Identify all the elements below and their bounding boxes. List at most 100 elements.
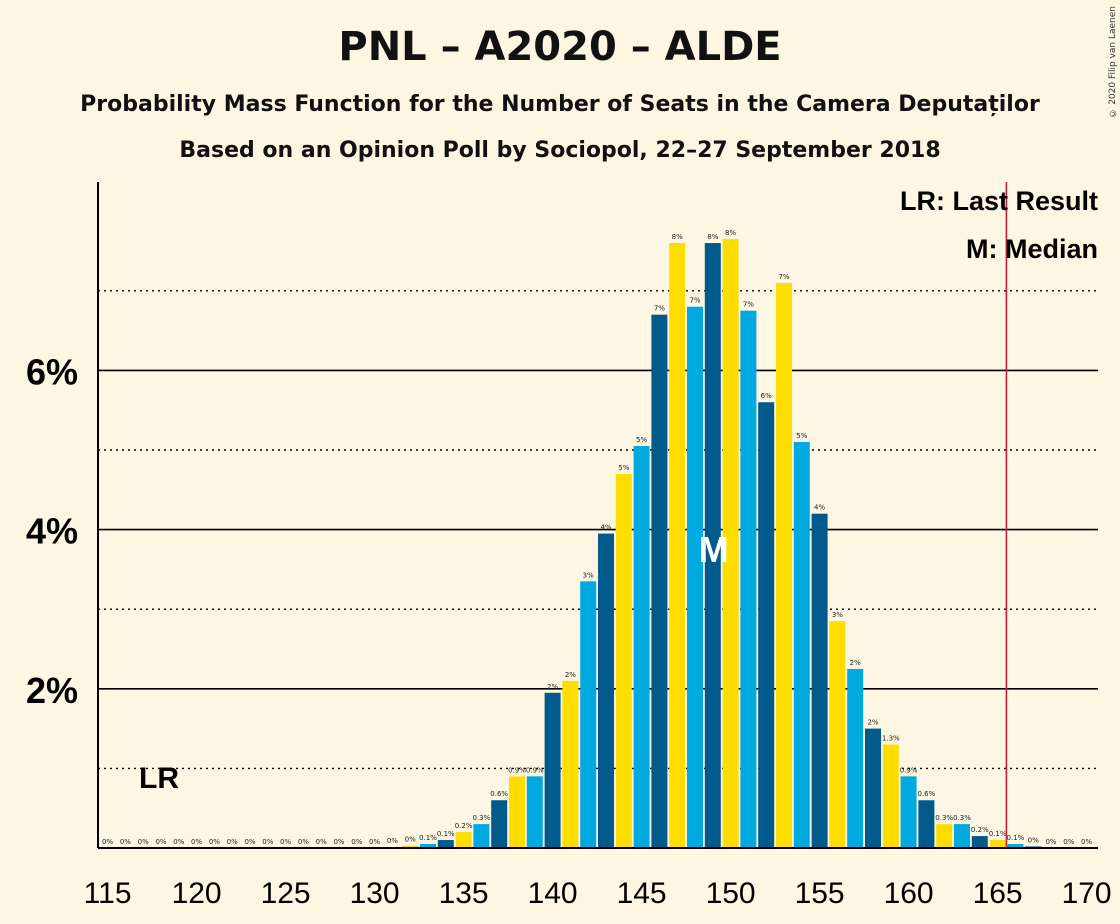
data-label-seat-119: 0% bbox=[173, 838, 184, 846]
data-label-seat-129: 0% bbox=[351, 838, 362, 846]
data-label-seat-143: 4% bbox=[600, 524, 611, 532]
bar-seat-139 bbox=[526, 776, 543, 848]
data-label-seat-132: 0% bbox=[405, 836, 416, 844]
data-label-seat-124: 0% bbox=[262, 838, 273, 846]
data-label-seat-156: 3% bbox=[832, 611, 843, 619]
data-label-seat-121: 0% bbox=[209, 838, 220, 846]
x-tick-label: 130 bbox=[350, 877, 400, 910]
bar-seat-132 bbox=[402, 845, 419, 848]
data-label-seat-139: 0.9% bbox=[526, 766, 544, 774]
data-label-seat-117: 0% bbox=[138, 838, 149, 846]
x-tick-label: 125 bbox=[261, 877, 311, 910]
data-label-seat-138: 0.9% bbox=[508, 766, 526, 774]
median-marker: M bbox=[699, 529, 729, 570]
data-label-seat-161: 0.6% bbox=[918, 790, 936, 798]
bar-seat-155 bbox=[811, 513, 828, 848]
bar-seat-154 bbox=[793, 442, 810, 848]
bar-seat-163 bbox=[954, 824, 970, 848]
data-label-seat-137: 0.6% bbox=[490, 790, 508, 798]
bar-seat-136 bbox=[473, 824, 490, 848]
y-tick-label: 4% bbox=[26, 511, 78, 552]
bar-seat-161 bbox=[918, 800, 935, 848]
x-tick-label: 165 bbox=[973, 877, 1023, 910]
bar-seat-156 bbox=[829, 621, 846, 848]
bar-seat-164 bbox=[971, 836, 988, 848]
data-label-seat-116: 0% bbox=[120, 838, 131, 846]
data-label-seat-130: 0% bbox=[369, 838, 380, 846]
data-label-seat-163: 0.3% bbox=[953, 814, 971, 822]
bar-seat-165 bbox=[989, 840, 1006, 848]
x-tick-label: 160 bbox=[884, 877, 934, 910]
x-tick-label: 120 bbox=[172, 877, 222, 910]
bar-seat-138 bbox=[509, 776, 525, 848]
data-label-seat-145: 5% bbox=[636, 436, 647, 444]
data-label-seat-164: 0.2% bbox=[971, 826, 989, 834]
data-label-seat-127: 0% bbox=[316, 838, 327, 846]
legend-last-result: LR: Last Result bbox=[900, 186, 1098, 216]
data-label-seat-142: 3% bbox=[583, 571, 594, 579]
bar-seat-145 bbox=[633, 446, 650, 848]
copyright-note: © 2020 Filip van Laenen bbox=[1108, 6, 1118, 118]
bar-seat-146 bbox=[651, 314, 668, 848]
bar-seat-140 bbox=[544, 692, 561, 848]
data-label-seat-131: 0% bbox=[387, 837, 398, 845]
data-label-seat-135: 0.2% bbox=[455, 822, 473, 830]
chart-subtitle: Probability Mass Function for the Number… bbox=[80, 92, 1040, 117]
data-label-seat-125: 0% bbox=[280, 838, 291, 846]
data-label-seat-146: 7% bbox=[654, 305, 665, 313]
legend-median: M: Median bbox=[966, 234, 1098, 264]
bar-seat-142 bbox=[580, 581, 597, 848]
y-tick-label: 6% bbox=[26, 351, 78, 392]
data-label-seat-169: 0% bbox=[1063, 838, 1074, 846]
data-label-seat-134: 0.1% bbox=[437, 830, 455, 838]
x-tick-label: 115 bbox=[84, 877, 132, 910]
data-label-seat-157: 2% bbox=[850, 659, 861, 667]
bar-seat-150 bbox=[722, 239, 739, 848]
data-label-seat-151: 7% bbox=[743, 301, 754, 309]
data-label-seat-120: 0% bbox=[191, 838, 202, 846]
x-tick-label: 145 bbox=[617, 877, 667, 910]
data-label-seat-162: 0.3% bbox=[935, 814, 953, 822]
data-label-seat-149: 8% bbox=[707, 233, 718, 241]
x-tick-label: 170 bbox=[1062, 877, 1112, 910]
data-label-seat-155: 4% bbox=[814, 504, 825, 512]
bar-seat-152 bbox=[758, 402, 775, 848]
bar-seat-147 bbox=[669, 243, 686, 849]
bar-seat-135 bbox=[455, 832, 472, 848]
chart-subtitle-2: Based on an Opinion Poll by Sociopol, 22… bbox=[179, 138, 941, 163]
data-label-seat-170: 0% bbox=[1081, 838, 1092, 846]
data-label-seat-133: 0.1% bbox=[419, 834, 437, 842]
bar-seat-149 bbox=[704, 243, 721, 849]
data-label-seat-115: 0% bbox=[102, 838, 113, 846]
x-tick-label: 155 bbox=[795, 877, 845, 910]
data-label-seat-122: 0% bbox=[227, 838, 238, 846]
last-result-label: LR bbox=[139, 762, 179, 795]
bar-seat-158 bbox=[865, 728, 881, 848]
bar-seat-143 bbox=[598, 533, 614, 848]
bar-seat-159 bbox=[882, 744, 899, 848]
data-label-seat-150: 8% bbox=[725, 229, 736, 237]
data-label-seat-159: 1.3% bbox=[882, 735, 900, 743]
bar-seat-162 bbox=[936, 824, 953, 848]
data-label-seat-136: 0.3% bbox=[473, 814, 491, 822]
data-label-seat-140: 2% bbox=[547, 683, 558, 691]
data-label-seat-123: 0% bbox=[244, 838, 255, 846]
data-label-seat-168: 0% bbox=[1045, 838, 1056, 846]
bar-seat-166 bbox=[1007, 844, 1024, 848]
data-label-seat-153: 7% bbox=[778, 273, 789, 281]
bar-seat-157 bbox=[847, 668, 864, 848]
y-tick-label: 2% bbox=[26, 670, 78, 711]
bar-seat-137 bbox=[491, 800, 508, 848]
bar-seat-160 bbox=[900, 776, 917, 848]
data-label-seat-154: 5% bbox=[796, 432, 807, 440]
bar-seat-144 bbox=[615, 473, 632, 848]
data-label-seat-148: 7% bbox=[689, 297, 700, 305]
data-label-seat-147: 8% bbox=[672, 233, 683, 241]
bar-seat-151 bbox=[740, 310, 757, 848]
data-label-seat-144: 5% bbox=[618, 464, 629, 472]
data-label-seat-128: 0% bbox=[333, 838, 344, 846]
x-tick-label: 140 bbox=[528, 877, 578, 910]
chart-title: PNL – A2020 – ALDE bbox=[338, 24, 782, 70]
bar-seat-141 bbox=[562, 680, 579, 848]
